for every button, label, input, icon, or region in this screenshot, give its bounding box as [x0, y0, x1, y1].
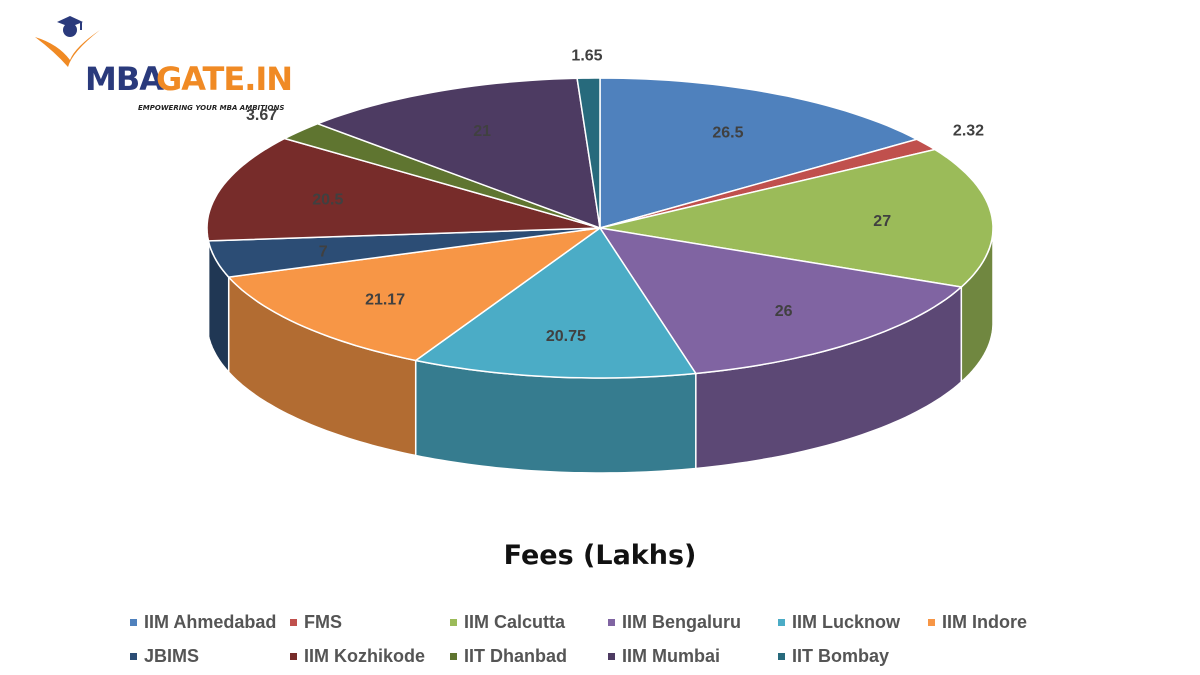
- data-label-iim-calcutta: 27: [873, 213, 891, 230]
- legend-label: IIM Indore: [942, 612, 1027, 632]
- legend-label: IIM Mumbai: [622, 646, 720, 666]
- chart-title: Fees (Lakhs): [503, 540, 697, 571]
- mbagate-logo[interactable]: MBA GATE.IN EMPOWERING YOUR MBA AMBITION…: [30, 12, 293, 112]
- legend-item-fms: FMS: [290, 612, 342, 633]
- pie-3d-sides: [206, 228, 994, 474]
- pie-slice-iim-ahmedabad: [599, 77, 919, 229]
- logo-tagline: EMPOWERING YOUR MBA AMBITIONS: [138, 104, 285, 112]
- legend-label: IIM Calcutta: [464, 612, 566, 632]
- data-label-iim-ahmedabad: 26.5: [712, 125, 743, 142]
- legend-label: JBIMS: [144, 646, 200, 666]
- pie-slice-iim-bengaluru: [598, 226, 964, 375]
- pie-slice-iim-lucknow: [413, 226, 698, 379]
- legend-swatch: [608, 653, 615, 660]
- legend-swatch: [778, 619, 785, 626]
- legend-label: IIT Bombay: [792, 646, 890, 666]
- legend-swatch: [290, 653, 297, 660]
- graduate-icon: [35, 16, 100, 67]
- legend-item-iit-bombay: IIT Bombay: [778, 646, 889, 667]
- pie-slice-iim-kozhikode: [206, 137, 601, 242]
- pie-slice-iit-bombay: [576, 77, 601, 229]
- legend-swatch: [928, 619, 935, 626]
- data-label-iim-lucknow: 20.75: [546, 328, 586, 345]
- legend-label: IIM Lucknow: [792, 612, 900, 632]
- legend-label: IIM Ahmedabad: [144, 612, 277, 632]
- legend-label: IIM Kozhikode: [304, 646, 425, 666]
- pie-slice-iim-calcutta: [599, 148, 994, 288]
- legend-item-iit-dhanbad: IIT Dhanbad: [450, 646, 567, 667]
- data-label-iit-bombay: 1.65: [571, 48, 602, 65]
- legend-swatch: [608, 619, 615, 626]
- legend-label: IIT Dhanbad: [464, 646, 567, 666]
- legend-swatch: [450, 619, 457, 626]
- legend-swatch: [778, 653, 785, 660]
- data-label-iim-kozhikode: 20.5: [312, 192, 343, 209]
- legend-item-iim-kozhikode: IIM Kozhikode: [290, 646, 425, 667]
- data-label-iim-indore: 21.17: [365, 291, 405, 308]
- legend-item-iim-ahmedabad: IIM Ahmedabad: [130, 612, 276, 633]
- logo-brand-gate: GATE.IN: [156, 60, 293, 98]
- legend-item-iim-indore: IIM Indore: [928, 612, 1027, 633]
- data-label-iit-dhanbad: 3.67: [246, 107, 277, 124]
- pie-slice-jbims: [207, 227, 601, 278]
- legend-item-iim-mumbai: IIM Mumbai: [608, 646, 720, 667]
- legend-label: FMS: [304, 612, 342, 632]
- legend-item-iim-calcutta: IIM Calcutta: [450, 612, 565, 633]
- legend-label: IIM Bengaluru: [622, 612, 742, 632]
- legend-swatch: [450, 653, 457, 660]
- pie-slices: [206, 77, 994, 379]
- logo-brand-mba: MBA: [85, 60, 164, 98]
- pie-slice-iim-mumbai: [315, 77, 601, 230]
- legend-item-jbims: JBIMS: [130, 646, 199, 667]
- pie-data-labels: 26.5 2.32 27 26 20.75 21.17 7 20.5 3.67 21 1.65: [246, 48, 984, 346]
- legend-item-iim-bengaluru: IIM Bengaluru: [608, 612, 741, 633]
- legend-swatch: [130, 619, 137, 626]
- legend-swatch: [290, 619, 297, 626]
- legend-item-iim-lucknow: IIM Lucknow: [778, 612, 900, 633]
- data-label-iim-bengaluru: 26: [775, 303, 793, 320]
- data-label-fms: 2.32: [953, 122, 984, 139]
- data-label-jbims: 7: [319, 244, 328, 261]
- legend-swatch: [130, 653, 137, 660]
- pie-slice-iit-dhanbad: [282, 122, 601, 229]
- pie-side-iim-kozhikode: [206, 228, 210, 337]
- data-label-iim-mumbai: 21: [473, 123, 491, 140]
- pie-slice-iim-indore: [227, 227, 601, 362]
